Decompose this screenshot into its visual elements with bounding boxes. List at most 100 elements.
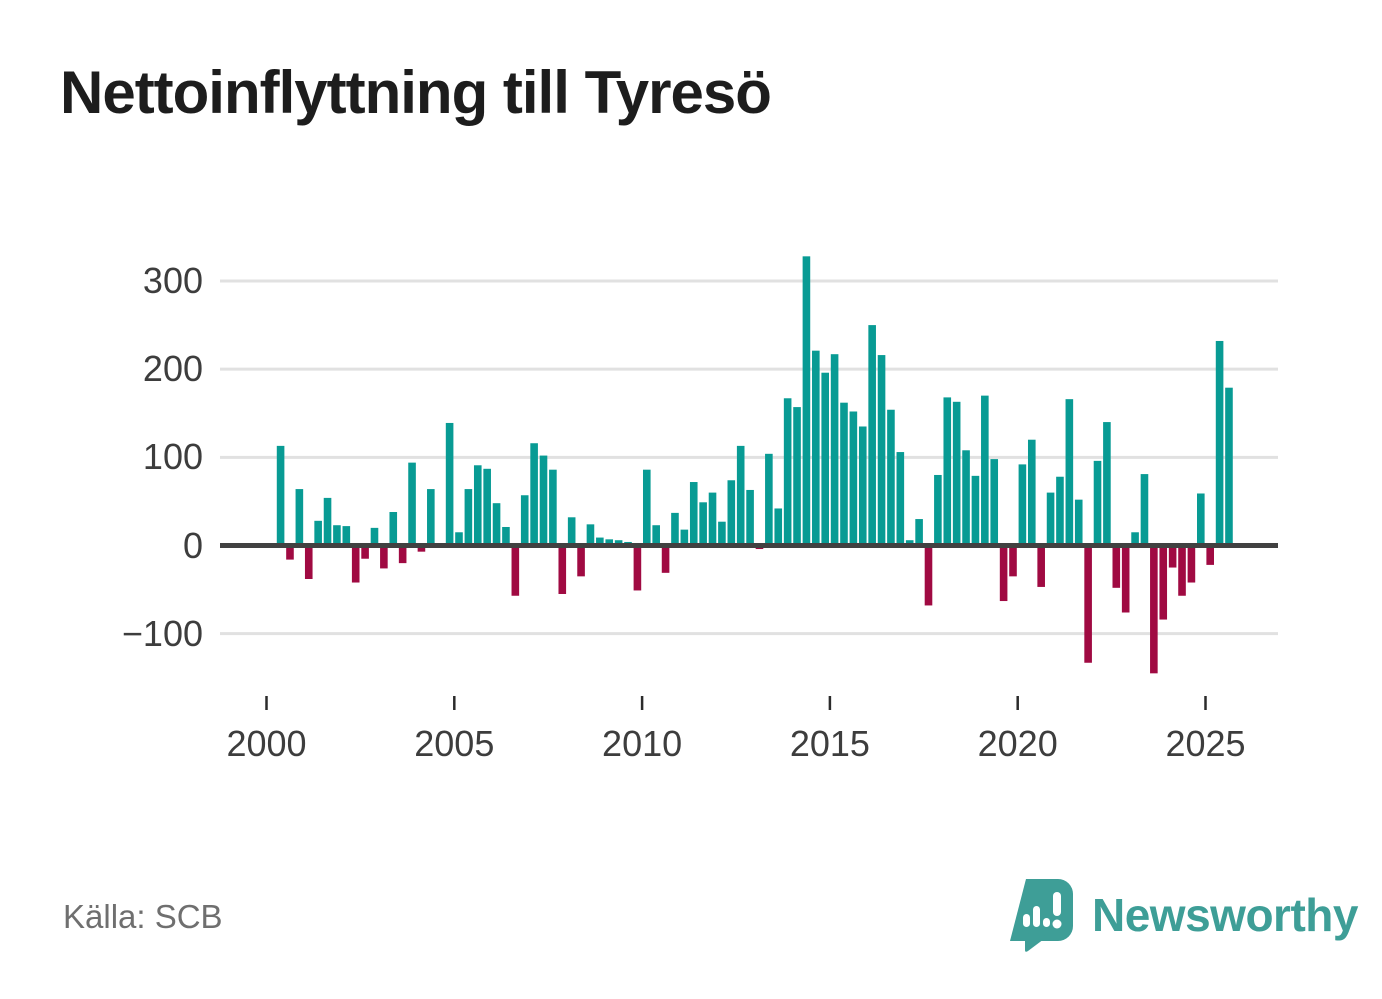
bar (1046, 492, 1055, 546)
bar (952, 401, 961, 546)
bar (492, 503, 501, 546)
bar (774, 508, 783, 546)
bar (1009, 545, 1017, 577)
bar (661, 545, 670, 573)
bar (351, 545, 360, 583)
bar (1187, 545, 1196, 583)
bar (483, 468, 491, 546)
bar (398, 545, 407, 564)
y-axis-label: −100 (121, 612, 203, 654)
bar (586, 524, 595, 546)
bar (905, 540, 914, 546)
bar (633, 545, 642, 591)
bar (736, 445, 745, 546)
bar (370, 527, 379, 546)
bar (473, 465, 482, 546)
bar (1131, 532, 1139, 546)
bar-chart-speech-bubble-icon (1010, 879, 1073, 952)
bar (840, 402, 848, 546)
bar (1215, 340, 1224, 546)
bar (652, 525, 660, 546)
bar (417, 545, 426, 552)
bar (1225, 387, 1233, 546)
bar (887, 409, 895, 546)
bar (868, 325, 876, 546)
bar (924, 545, 933, 606)
bar (934, 474, 942, 546)
bar (567, 517, 576, 546)
bar (1112, 545, 1121, 588)
bar (408, 462, 416, 546)
bar (689, 482, 698, 546)
bar (520, 495, 529, 546)
bar (1065, 399, 1074, 546)
bar (605, 539, 614, 546)
source-label: Källa: SCB (63, 898, 223, 935)
bar (464, 489, 473, 546)
bar (1037, 545, 1045, 587)
bar (830, 354, 839, 546)
bar (530, 443, 538, 546)
y-axis-label: 100 (142, 436, 203, 478)
bar (1197, 493, 1205, 546)
bar (502, 526, 510, 546)
bar (1074, 499, 1083, 546)
bar (614, 540, 623, 546)
y-axis-label: 200 (142, 348, 203, 390)
bar (511, 545, 520, 596)
bar (727, 480, 736, 546)
bar (1206, 545, 1214, 565)
x-axis-label: 2000 (226, 723, 307, 764)
bar (858, 426, 867, 546)
bar (1178, 545, 1186, 596)
bar (1103, 422, 1111, 546)
bar (1168, 545, 1177, 568)
bar (558, 545, 567, 594)
bar (699, 502, 707, 546)
bar (1056, 476, 1064, 546)
bar (1018, 464, 1027, 546)
bar (389, 511, 398, 546)
bar (1140, 474, 1149, 546)
bar (718, 521, 726, 546)
bar (286, 545, 294, 560)
bar (783, 398, 792, 546)
bar (1084, 545, 1092, 663)
bar (577, 545, 585, 577)
bar (981, 395, 989, 546)
bar (304, 545, 313, 580)
bar (802, 256, 811, 546)
bar (849, 411, 858, 546)
bar (1159, 545, 1168, 620)
y-axis-label: 0 (182, 524, 203, 566)
bar (971, 475, 980, 546)
bar (943, 397, 952, 546)
chart-title: Nettoinflyttning till Tyresö (60, 59, 772, 126)
bar (323, 497, 332, 546)
bar (962, 450, 970, 546)
bar (708, 492, 717, 546)
bar (445, 422, 454, 546)
bar (427, 489, 435, 546)
bar (680, 529, 689, 546)
x-axis-label: 2015 (789, 723, 870, 764)
bar (812, 350, 820, 546)
bar (999, 545, 1008, 602)
bar (549, 469, 557, 546)
bar (455, 532, 463, 546)
bar (990, 459, 999, 546)
bar (765, 453, 773, 546)
bar (380, 545, 388, 569)
x-axis-label: 2010 (602, 723, 683, 764)
newsworthy-logo: Newsworthy (1010, 878, 1358, 952)
bar (1027, 439, 1036, 546)
newsworthy-wordmark: Newsworthy (1092, 889, 1358, 941)
bar (671, 512, 679, 546)
bar (596, 537, 604, 546)
bar (295, 489, 304, 546)
bar (342, 526, 351, 546)
bar (1150, 545, 1158, 674)
bar (877, 355, 886, 546)
